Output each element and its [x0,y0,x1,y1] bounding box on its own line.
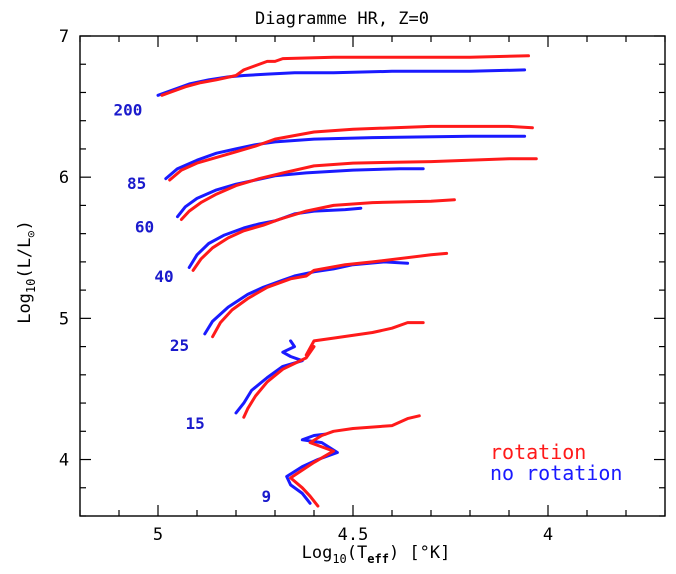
y-tick-label: 6 [59,168,69,188]
mass-label: 200 [113,100,142,119]
mass-label: 85 [127,174,146,193]
series-line-rotation [289,414,421,508]
x-tick-label: 4.5 [338,525,369,545]
x-tick-label: 4 [543,525,553,545]
y-tick-label: 5 [59,309,69,329]
chart-title: Diagramme HR, Z=0 [255,9,429,29]
series-line-rotation [179,157,538,221]
series-line-rotation [242,321,425,419]
series-line-no-rotation [156,68,527,97]
axis-ticks: 5 4.5 4 4 5 6 7 [59,27,666,545]
mass-label: 40 [154,267,173,286]
series-line-rotation [191,198,456,272]
y-tick-label: 7 [59,27,69,47]
mass-label: 25 [170,336,189,355]
series-line-no-rotation [176,167,425,219]
x-axis-label: Log10(Teff) [°K] [302,543,451,566]
evolution-tracks [156,54,538,508]
legend-no-rotation: no rotation [490,461,622,485]
series-line-no-rotation [234,339,304,415]
x-axis-title: Log10(Teff) [°K] [302,543,451,566]
x-tick-label: 5 [153,525,163,545]
track-60 [176,157,538,221]
y-axis-label: Log10(L/L⊙) [15,220,38,324]
mass-label: 60 [135,218,154,237]
plot-frame [79,35,666,517]
track-15 [234,321,425,419]
series-line-no-rotation [187,206,363,269]
legend-rotation: rotation [490,440,586,464]
mass-label: 15 [186,414,205,433]
mass-labels: 200 85 60 40 25 15 9 [113,100,271,506]
track-25 [203,251,449,339]
mass-label: 9 [261,487,271,506]
y-axis-title: Log10(L/L⊙) [15,220,38,324]
y-tick-label: 4 [59,451,69,471]
track-40 [187,198,456,272]
series-line-rotation [160,54,530,97]
track-85 [164,124,534,182]
series-line-rotation [211,251,449,339]
track-200 [156,54,530,97]
series-line-no-rotation [203,260,410,336]
track-9 [285,414,421,508]
series-line-rotation [168,124,534,182]
